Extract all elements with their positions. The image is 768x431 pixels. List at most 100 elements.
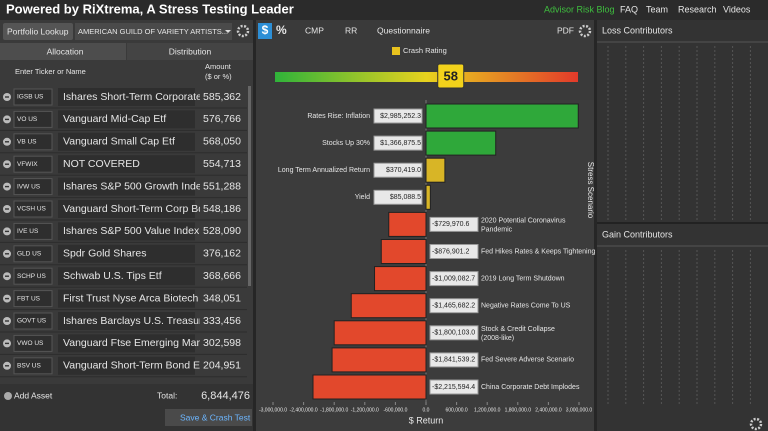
nav-link[interactable]: Videos: [723, 4, 751, 14]
value-label: -$876,901.2: [432, 248, 469, 255]
total-value: 6,844,476: [201, 390, 250, 402]
holding-name: Vanguard Short-Term Bond Etf: [63, 360, 206, 372]
holding-name: NOT COVERED: [63, 158, 140, 170]
remove-minus: [5, 208, 9, 210]
bar: [425, 184, 431, 210]
nav-link[interactable]: Research: [678, 4, 717, 14]
questionnaire-button[interactable]: Questionnaire: [377, 25, 430, 35]
value-label-box: [429, 352, 479, 368]
lookup-button[interactable]: [3, 23, 73, 40]
settings-icon[interactable]: [236, 24, 250, 38]
gauge-marker: [437, 63, 465, 89]
add-asset[interactable]: Add Asset: [14, 390, 53, 400]
settings-icon[interactable]: [578, 24, 592, 38]
category-label: 2020 Potential Coronavirus Pandemic: [481, 217, 567, 233]
pdf-button[interactable]: PDF: [557, 25, 574, 35]
ticker: VCSH US: [17, 206, 47, 213]
ticker: VO US: [17, 116, 38, 123]
label-line: 2020 Potential Coronavirus: [481, 217, 567, 224]
x-tick-label: 1,800,000.0: [505, 407, 532, 413]
gauge-value: 58: [444, 68, 458, 83]
holding-name: Schwab U.S. Tips Etf: [63, 270, 162, 282]
holding-name: Vanguard Short-Term Corp Bd: [63, 203, 204, 215]
value-label: -$1,800,103.0: [432, 330, 475, 337]
nav-link[interactable]: Team: [646, 4, 668, 14]
tab-distribution[interactable]: [127, 43, 253, 60]
nav-link[interactable]: FAQ: [620, 4, 638, 14]
save-label: Save & Crash Test: [180, 412, 251, 422]
ticker-box: [13, 133, 53, 151]
value-label: -$729,970.6: [432, 221, 469, 228]
remove-minus: [5, 230, 9, 233]
holding-name: Vanguard Mid-Cap Etf: [63, 113, 166, 125]
name-box: [58, 244, 195, 263]
holding-amount: 528,090: [203, 225, 241, 237]
percent-label[interactable]: %: [276, 23, 287, 37]
ticker-box: [13, 290, 53, 308]
ticker: IGSB US: [17, 94, 44, 101]
holding-amount: 551,288: [203, 180, 241, 192]
name-box: [58, 289, 195, 308]
remove-minus: [5, 118, 9, 121]
holding-name: First Trust Nyse Arca Biotech In: [63, 292, 210, 304]
holding-name: Ishares S&P 500 Growth Index: [63, 180, 208, 192]
remove-minus: [5, 141, 9, 143]
holding-name: Ishares Barclays U.S. Treasury: [63, 315, 208, 327]
category-label: Stocks Up 30%: [322, 140, 370, 147]
tab-allocation[interactable]: [0, 43, 126, 60]
x-tick-label: 2,400,000.0: [535, 407, 562, 413]
value-label-box: [429, 298, 479, 314]
name-box: [58, 334, 195, 353]
dollar-toggle[interactable]: [258, 23, 272, 39]
total-label: Total:: [157, 390, 177, 400]
x-axis-label: $ Return: [409, 415, 444, 425]
ticker: IVW US: [17, 183, 41, 190]
bar: [331, 347, 427, 373]
remove-minus: [5, 253, 9, 255]
rr-button[interactable]: RR: [345, 25, 357, 35]
add-icon[interactable]: [4, 392, 12, 400]
value-label-box: [429, 379, 479, 395]
holding-name: Vanguard Ftse Emerging Marke: [63, 337, 211, 349]
site-title: Powered by RiXtrema, A Stress Testing Le…: [6, 1, 294, 16]
remove-minus: [5, 342, 9, 345]
bar: [388, 211, 427, 237]
name-box: [58, 110, 195, 129]
tab-label: Allocation: [47, 46, 84, 56]
name-box: [58, 312, 195, 330]
category-label: Fed Hikes Rates & Keeps Tightening: [481, 248, 596, 255]
panel-title: Gain Contributors: [602, 229, 673, 239]
value-label-box: [373, 108, 423, 124]
name-box: [58, 88, 195, 106]
portfolio-select[interactable]: [75, 23, 232, 40]
ticker: GOVT US: [17, 318, 47, 325]
category-label: Fed Severe Adverse Scenario: [481, 357, 574, 364]
ticker-box: [13, 110, 53, 128]
ticker-box: [13, 334, 53, 352]
save-button[interactable]: [165, 409, 252, 426]
category-label: Rates Rise: Inflation: [307, 113, 370, 120]
nav-link[interactable]: Advisor Risk Blog: [544, 4, 615, 14]
holding-name: Ishares Short-Term Corporate: [63, 91, 202, 103]
cmp-button[interactable]: CMP: [305, 25, 324, 35]
x-tick-label: -3,000,000.0: [259, 407, 287, 413]
label-line: Pandemic: [481, 226, 513, 233]
right-panel: [597, 20, 768, 431]
ticker: VWO US: [17, 340, 44, 347]
remove-minus: [5, 275, 9, 277]
holding-amount: 348,051: [203, 292, 241, 304]
ticker-box: [13, 222, 53, 240]
x-tick-label: -1,800,000.0: [320, 407, 348, 413]
x-tick-label: 1,200,000.0: [474, 407, 501, 413]
value-label: -$1,841,539.2: [432, 357, 475, 364]
bar: [374, 266, 427, 292]
scrollbar[interactable]: [248, 86, 251, 286]
holding-amount: 368,666: [203, 270, 241, 282]
y-axis-label: Stress Scenario: [586, 162, 595, 219]
holding-name: Ishares S&P 500 Value Index: [63, 225, 200, 237]
ticker: IVE US: [17, 228, 39, 235]
remove-minus: [5, 365, 9, 367]
settings-icon[interactable]: [749, 417, 763, 431]
